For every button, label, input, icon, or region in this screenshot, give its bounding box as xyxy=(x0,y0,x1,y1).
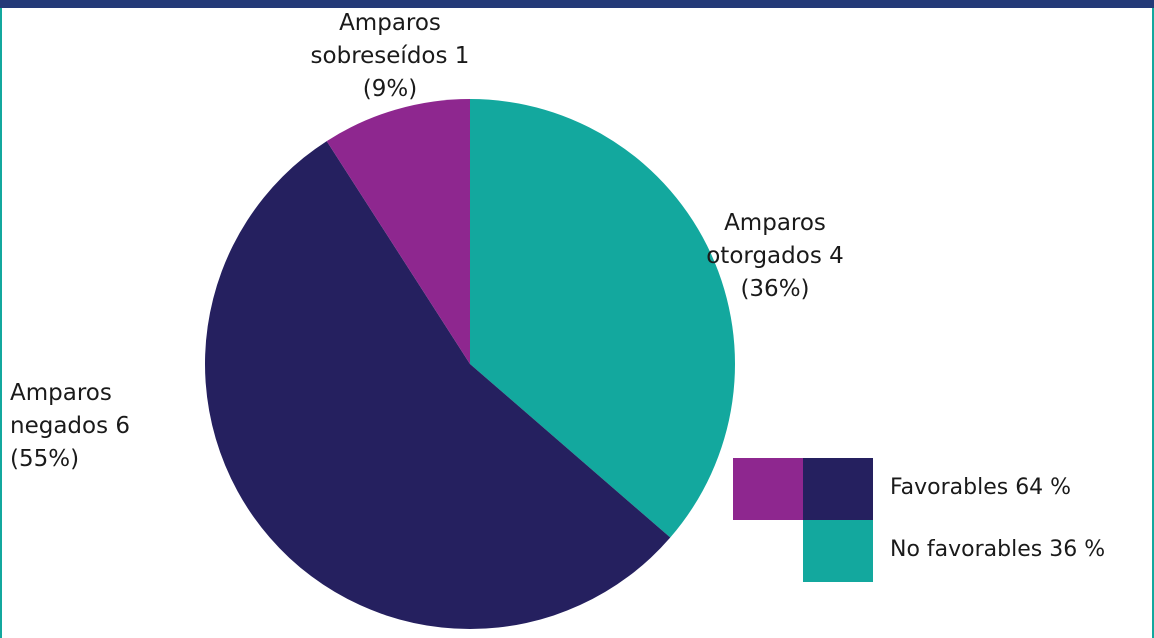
slice-label: Amparos negados 6 (55%) xyxy=(10,377,160,476)
category-name: Amparos otorgados xyxy=(706,210,826,269)
pie-slice xyxy=(205,141,671,629)
legend-label: No favorables 36 % xyxy=(890,537,1106,562)
pie-slice xyxy=(326,99,470,364)
category-name: Amparos negados xyxy=(10,380,112,439)
value-label: 6 (55%) xyxy=(10,413,131,472)
slice-label: Amparos otorgados 4 (36%) xyxy=(695,207,855,306)
slice-label: Amparos sobreseídos 1 (9%) xyxy=(300,7,480,106)
legend-swatch xyxy=(803,458,873,520)
value-label: 4 (36%) xyxy=(740,243,844,302)
top-bar xyxy=(0,0,1154,8)
category-name: Amparos sobreseídos xyxy=(310,10,448,69)
value-label: 1 (9%) xyxy=(362,43,470,102)
legend-swatch xyxy=(803,520,873,582)
legend-swatch xyxy=(733,458,803,520)
legend-label: Favorables 64 % xyxy=(890,475,1072,500)
pie-slice xyxy=(470,99,735,538)
